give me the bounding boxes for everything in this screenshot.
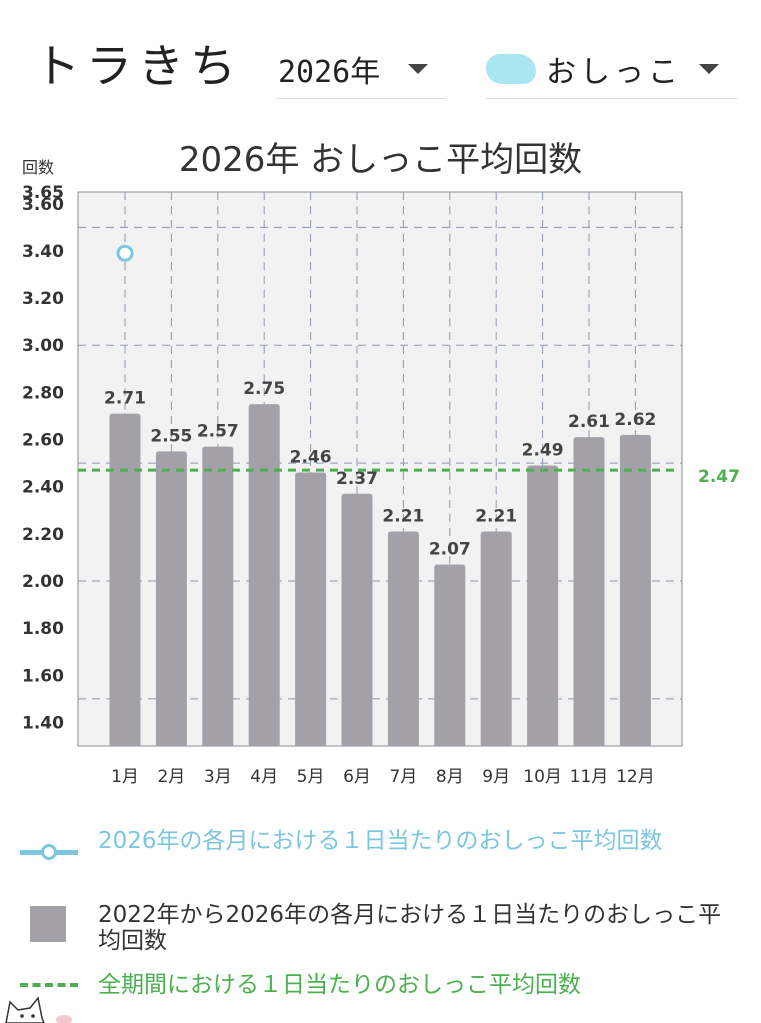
- category-dropdown-value: おしっこ: [546, 55, 682, 90]
- chart-title: 2026年 おしっこ平均回数: [178, 140, 583, 180]
- bar-value-label: 2.55: [150, 426, 192, 446]
- average-value-label: 2.47: [698, 467, 740, 487]
- y-tick-label: 2.20: [22, 525, 64, 545]
- x-tick-label: 7月: [389, 767, 417, 787]
- bar-swatch-icon: [30, 906, 66, 942]
- x-tick-label: 12月: [616, 767, 655, 787]
- x-tick-label: 2月: [157, 767, 185, 787]
- x-tick-label: 1月: [111, 767, 139, 787]
- bar: [387, 531, 419, 746]
- bar: [202, 446, 234, 746]
- legend-label-current: 2026年の各月における１日当たりのおしっこ平均回数: [98, 828, 663, 854]
- x-tick-label: 10月: [523, 767, 562, 787]
- bar-chart: 1.40 1.60 1.80 2.00 2.20 2.40 2.60 2.80 3.00 3.20…: [22, 183, 740, 787]
- y-tick-label: 2.00: [22, 572, 64, 592]
- y-axis-label: 回数: [22, 158, 55, 177]
- legend-label-average: 全期間における１日当たりのおしっこ平均回数: [98, 972, 581, 998]
- chevron-down-icon: [408, 64, 428, 74]
- x-tick-label: 5月: [297, 767, 325, 787]
- bar-value-label: 2.57: [197, 422, 239, 442]
- y-tick-label: 3.40: [22, 242, 64, 262]
- y-tick-label: 3.65: [22, 183, 64, 203]
- line-marker-icon: [20, 844, 78, 860]
- bar: [527, 465, 559, 746]
- bar-value-label: 2.49: [522, 440, 564, 460]
- bar: [341, 493, 373, 746]
- bar: [619, 434, 651, 746]
- cat-mascot-icon: [5, 996, 72, 1023]
- current-year-point: [116, 244, 134, 262]
- year-dropdown[interactable]: 2026年: [276, 40, 446, 99]
- x-tick-label: 3月: [204, 767, 232, 787]
- bar: [434, 564, 466, 746]
- bar: [295, 472, 327, 746]
- y-tick-label: 2.40: [22, 478, 64, 498]
- bar-value-label: 2.37: [336, 469, 378, 489]
- bar-value-label: 2.21: [475, 506, 517, 526]
- y-tick-label: 2.60: [22, 431, 64, 451]
- bar: [248, 404, 280, 746]
- legend-label-bars: 2022年から2026年の各月における１日当たりのおしっこ平均回数: [98, 902, 722, 954]
- bar: [109, 413, 141, 746]
- y-tick-label: 3.20: [22, 289, 64, 309]
- y-tick-label: 2.80: [22, 383, 64, 403]
- x-tick-label: 8月: [436, 767, 464, 787]
- chevron-down-icon: [699, 64, 719, 74]
- bar-value-label: 2.62: [614, 410, 656, 430]
- y-tick-label: 3.60: [22, 195, 64, 215]
- category-dropdown[interactable]: おしっこ: [486, 40, 737, 99]
- x-tick-label: 9月: [482, 767, 510, 787]
- year-dropdown-value: 2026年: [278, 55, 381, 90]
- bar: [155, 451, 187, 746]
- bar-value-label: 2.07: [429, 539, 471, 559]
- bar-value-label: 2.71: [104, 389, 146, 409]
- bar-value-label: 2.46: [290, 448, 332, 468]
- bar-value-label: 2.21: [382, 506, 424, 526]
- bar: [573, 437, 605, 746]
- x-tick-label: 11月: [570, 767, 609, 787]
- y-tick-label: 3.00: [22, 336, 64, 356]
- x-tick-label: 4月: [250, 767, 278, 787]
- y-tick-label: 1.40: [22, 713, 64, 733]
- app-title: トラきち: [34, 39, 242, 93]
- y-tick-label: 1.60: [22, 666, 64, 686]
- bar-value-label: 2.61: [568, 412, 610, 432]
- dashed-line-icon: [20, 983, 78, 987]
- x-tick-label: 6月: [343, 767, 371, 787]
- color-swatch-icon: [486, 54, 536, 84]
- bar-value-label: 2.75: [243, 379, 285, 399]
- y-tick-label: 1.80: [22, 619, 64, 639]
- bar: [480, 531, 512, 746]
